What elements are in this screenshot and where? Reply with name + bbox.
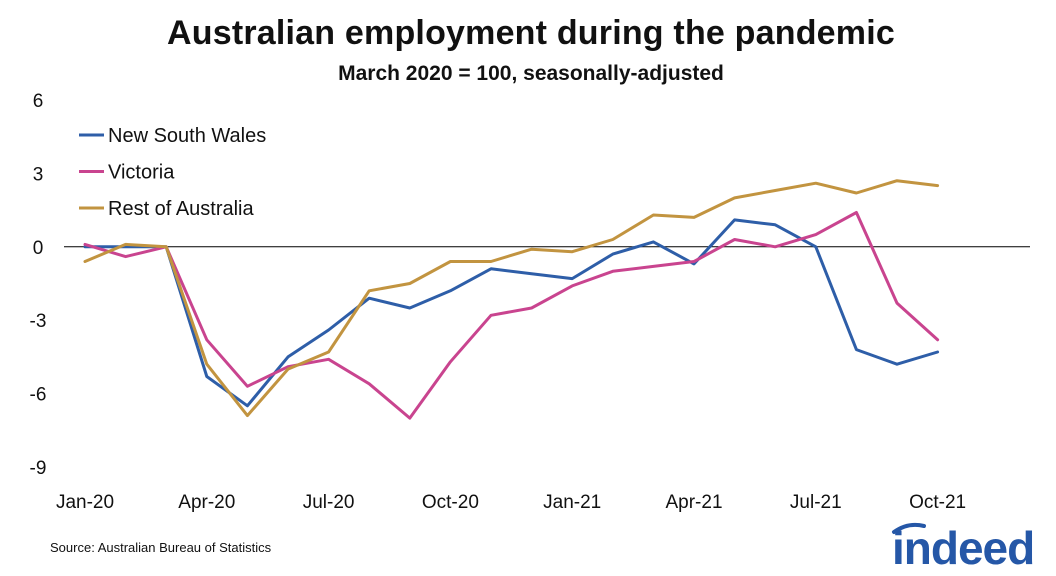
- x-tick-label: Jul-21: [790, 492, 842, 513]
- y-axis-ticks: 6 3 0 -3 -6 -9: [30, 91, 47, 479]
- source-note: Source: Australian Bureau of Statistics: [50, 540, 272, 555]
- x-tick-label: Oct-20: [422, 492, 479, 513]
- chart-subtitle: March 2020 = 100, seasonally-adjusted: [338, 62, 724, 85]
- indeed-logo: indeed: [892, 522, 1035, 574]
- y-tick-label: -9: [30, 458, 47, 479]
- x-tick-label: Jan-21: [543, 492, 601, 513]
- y-tick-label: 6: [33, 91, 44, 112]
- series-lines: [83, 179, 940, 420]
- chart-title: Australian employment during the pandemi…: [167, 14, 895, 52]
- legend: New South Wales Victoria Rest of Australia: [79, 125, 266, 220]
- x-axis-ticks: Jan-20 Apr-20 Jul-20 Oct-20 Jan-21 Apr-21 Jul-…: [56, 492, 966, 513]
- legend-label: New South Wales: [108, 125, 266, 147]
- x-tick-label: Apr-21: [665, 492, 722, 513]
- y-tick-label: -6: [30, 385, 47, 406]
- series-line-rest-of-australia: [83, 179, 940, 418]
- y-tick-label: 0: [33, 238, 44, 259]
- series-line-victoria: [83, 211, 940, 420]
- x-tick-label: Apr-20: [178, 492, 235, 513]
- legend-label: Victoria: [108, 162, 175, 184]
- logo-arc-icon: [892, 522, 926, 534]
- y-tick-label: 3: [33, 164, 44, 185]
- indeed-logo-text: indeed: [892, 522, 1034, 574]
- y-tick-label: -3: [30, 311, 47, 332]
- x-tick-label: Jul-20: [303, 492, 355, 513]
- legend-label: Rest of Australia: [108, 198, 255, 220]
- x-tick-label: Jan-20: [56, 492, 114, 513]
- x-tick-label: Oct-21: [909, 492, 966, 513]
